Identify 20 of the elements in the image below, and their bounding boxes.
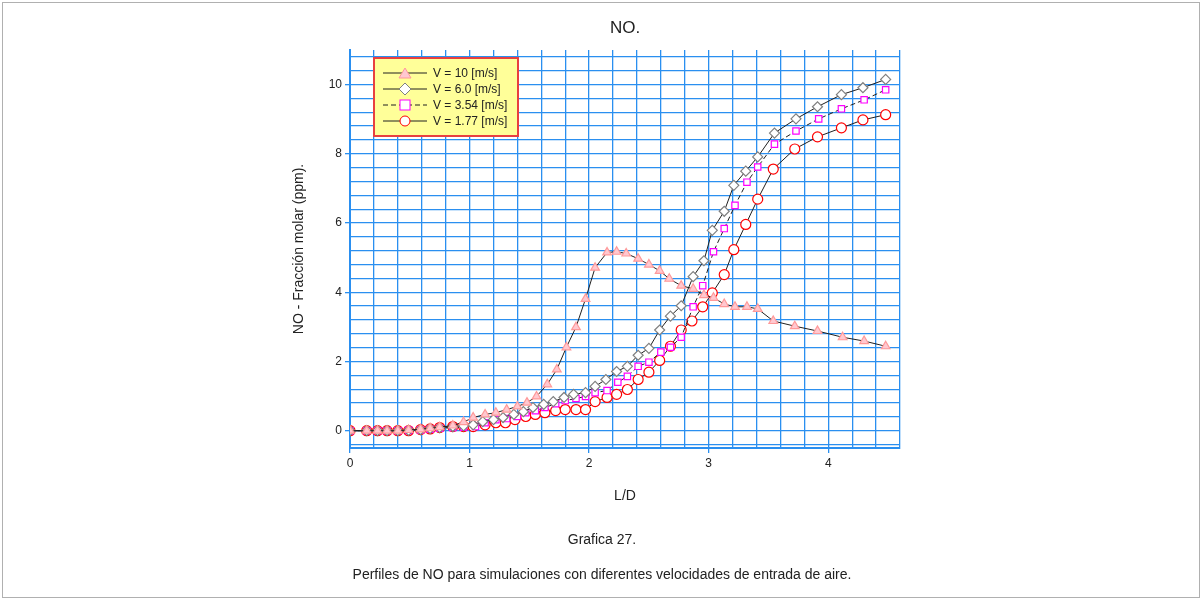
x-tick-label: 1 <box>466 455 474 470</box>
legend-label: V = 10 [m/s] <box>433 66 498 80</box>
y-axis-title: NO - Fracción molar (ppm). <box>290 163 306 335</box>
x-tick-label: 2 <box>585 455 593 470</box>
y-tick-label: 8 <box>335 146 343 161</box>
y-tick-label: 2 <box>335 353 343 368</box>
x-tick-label: 0 <box>346 455 354 470</box>
legend-label: V = 6.0 [m/s] <box>433 82 501 96</box>
y-tick-label: 4 <box>335 284 343 299</box>
chart-title: NO. <box>608 18 642 38</box>
text: Grafica 27. <box>566 531 638 547</box>
y-tick-label: 0 <box>335 423 343 438</box>
x-tick-label: 3 <box>705 455 713 470</box>
x-tick-label: 4 <box>824 455 832 470</box>
legend-label: V = 3.54 [m/s] <box>433 98 508 112</box>
text: Perfiles de NO para simulaciones con diferentes velocidades de entrada de aire. <box>351 566 853 582</box>
y-tick-label: 6 <box>335 215 343 230</box>
legend-label: V = 1.77 [m/s] <box>433 114 508 128</box>
y-tick-label: 10 <box>328 76 343 91</box>
x-axis-title: L/D <box>613 487 637 503</box>
